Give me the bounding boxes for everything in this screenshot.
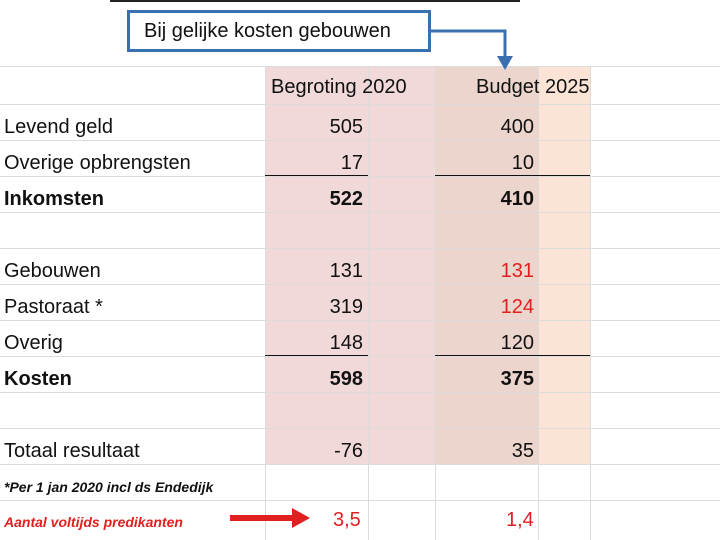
sum-underline: [435, 355, 590, 356]
table-row: Kosten 598 375: [0, 362, 720, 398]
value-2025: 131: [500, 260, 534, 282]
row-label: Totaal resultaat: [4, 440, 140, 462]
table-row: Inkomsten 522 410: [0, 182, 720, 218]
sum-underline: [435, 175, 590, 176]
header-begroting-2020: Begroting 2020: [271, 76, 407, 98]
value-2020: 522: [329, 188, 363, 210]
value-2020: -76: [334, 440, 363, 462]
value-2025: 124: [500, 296, 534, 318]
table-row: Overige opbrengsten 17 10: [0, 146, 720, 182]
footnote: *Per 1 jan 2020 incl ds Endedijk: [4, 479, 214, 495]
fte-value-2020: 3,5: [333, 509, 361, 531]
column-budget-2025-shading: [435, 66, 538, 464]
sum-underline: [265, 355, 368, 356]
row-label: Gebouwen: [4, 260, 101, 282]
table-row: Pastoraat * 319 124: [0, 290, 720, 326]
value-2020: 505: [329, 116, 363, 138]
callout-box: Bij gelijke kosten gebouwen: [127, 10, 431, 52]
row-label: Levend geld: [4, 116, 113, 138]
row-label: Overig: [4, 332, 63, 354]
top-border-line: [110, 0, 520, 2]
value-2025: 375: [500, 368, 534, 390]
value-2020: 148: [329, 332, 363, 354]
value-2025: 10: [511, 152, 534, 174]
header-budget-2025: Budget 2025: [476, 76, 590, 98]
row-label: Pastoraat *: [4, 296, 103, 318]
table-row: Gebouwen 131 131: [0, 254, 720, 290]
value-2020: 131: [329, 260, 363, 282]
column-extra-shading: [538, 66, 590, 464]
value-2020: 598: [329, 368, 363, 390]
column-begroting-2020-shading: [265, 66, 435, 464]
table-row: Levend geld 505 400: [0, 110, 720, 146]
fte-label: Aantal voltijds predikanten: [4, 514, 183, 530]
value-2025: 35: [511, 440, 534, 462]
value-2025: 410: [500, 188, 534, 210]
value-2025: 120: [500, 332, 534, 354]
spreadsheet-grid: [0, 66, 720, 540]
fte-value-2025: 1,4: [506, 509, 534, 531]
sum-underline: [265, 175, 368, 176]
row-label: Kosten: [4, 368, 72, 390]
value-2025: 400: [500, 116, 534, 138]
value-2020: 17: [340, 152, 363, 174]
row-label: Inkomsten: [4, 188, 105, 210]
row-label: Overige opbrengsten: [4, 152, 191, 174]
callout-text: Bij gelijke kosten gebouwen: [144, 19, 391, 42]
table-row: Overig 148 120: [0, 326, 720, 362]
table-row: Totaal resultaat -76 35: [0, 434, 720, 470]
value-2020: 319: [329, 296, 363, 318]
